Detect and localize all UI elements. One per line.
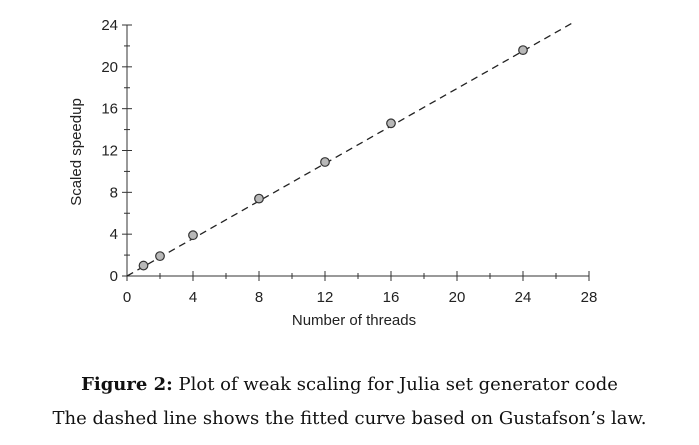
data-points <box>138 45 528 271</box>
figure-caption-subtitle: The dashed line shows the fitted curve b… <box>52 408 647 429</box>
figure-title: Plot of weak scaling for Julia set gener… <box>178 374 618 395</box>
data-point <box>518 45 528 55</box>
y-tick-label: 24 <box>101 17 118 34</box>
axes: 0 4 8 12 16 20 24 28 0 4 8 12 16 20 24 <box>101 17 597 306</box>
x-tick-label: 16 <box>383 289 400 306</box>
data-point <box>320 157 330 167</box>
chart: 0 4 8 12 16 20 24 28 0 4 8 12 16 20 24 Number of threa… <box>68 17 597 329</box>
y-tick-label: 8 <box>110 184 118 201</box>
y-tick-label: 0 <box>110 268 118 285</box>
x-tick-label: 20 <box>449 289 466 306</box>
x-tick-label: 12 <box>317 289 334 306</box>
figure-label: Figure 2: <box>81 374 173 395</box>
data-point <box>386 118 396 129</box>
x-tick-label: 28 <box>581 289 598 306</box>
x-tick-label: 24 <box>515 289 532 306</box>
data-point <box>155 251 165 262</box>
x-tick-label: 8 <box>255 289 263 306</box>
y-axis-label: Scaled speedup <box>68 98 85 206</box>
data-point <box>188 230 198 241</box>
x-tick-label: 4 <box>189 289 197 306</box>
x-tick-label: 0 <box>123 289 131 306</box>
data-point <box>254 193 264 204</box>
y-tick-label: 20 <box>101 59 118 76</box>
fit-line-group <box>126 22 573 277</box>
y-tick-label: 4 <box>110 226 118 243</box>
figure-caption-title: Figure 2: Plot of weak scaling for Julia… <box>0 374 699 395</box>
y-tick-label: 16 <box>101 101 118 118</box>
data-point <box>138 260 149 271</box>
y-tick-label: 12 <box>101 143 118 160</box>
fitted-dashed-line <box>126 22 573 277</box>
x-axis-label: Number of threads <box>292 312 416 329</box>
